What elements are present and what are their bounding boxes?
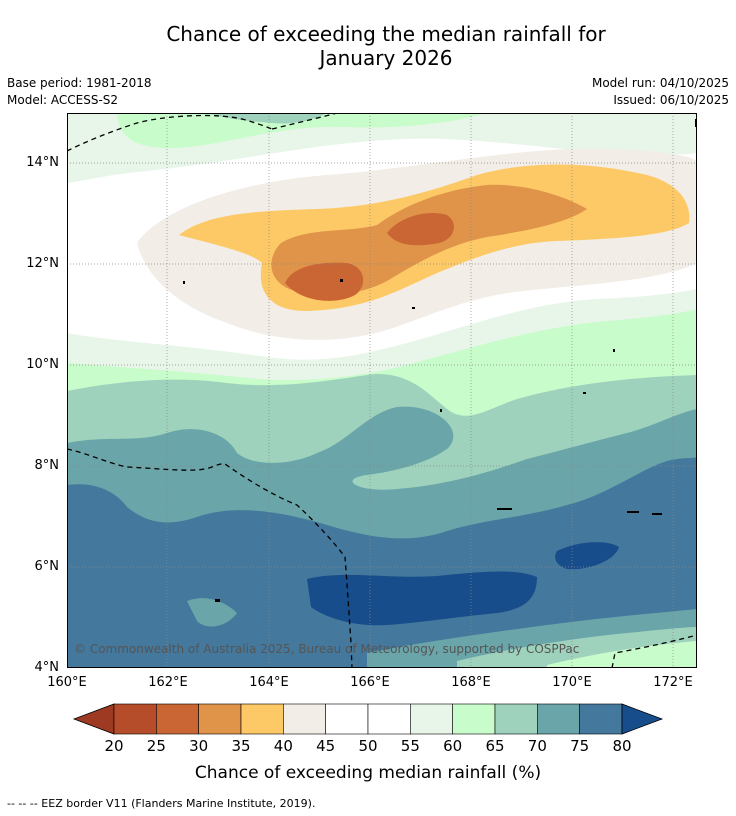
- colorbar-max-arrow: [621, 703, 664, 735]
- zone-75-80-bottom-left: [67, 625, 271, 665]
- colorbar-swatch: [452, 703, 496, 735]
- colorbar-swatch: [537, 703, 580, 735]
- graticule: [67, 113, 697, 668]
- colorbar-swatch: [240, 703, 284, 735]
- colorbar-tick-label: 80: [612, 737, 632, 755]
- colorbar-tick-label: 75: [570, 737, 590, 755]
- base-period: Base period: 1981-2018: [7, 76, 152, 90]
- colorbar-swatch: [367, 703, 411, 735]
- zone-60-65-bottom: [547, 641, 697, 668]
- lon-label-164: 164°E: [249, 675, 289, 690]
- title-line-1: Chance of exceeding the median rainfall …: [166, 22, 606, 46]
- colorbar-label: Chance of exceeding median rainfall (%): [194, 763, 542, 783]
- colorbar-tick-label: 20: [104, 737, 124, 755]
- zone-60-65-top: [117, 113, 487, 149]
- zone-25-30-a: [285, 262, 364, 301]
- colorbar-svg: [72, 703, 664, 735]
- colorbar-tick-label: 30: [189, 737, 209, 755]
- eez-note: -- -- -- EEZ border V11 (Flanders Marine…: [7, 797, 316, 810]
- lat-label-4: 4°N: [34, 660, 60, 675]
- copyright-text: © Commonwealth of Australia 2025, Bureau…: [74, 642, 579, 656]
- rainfall-map[interactable]: © Commonwealth of Australia 2025, Bureau…: [67, 113, 697, 668]
- meta-left: Base period: 1981-2018 Model: ACCESS-S2: [7, 75, 152, 109]
- lon-label-170: 170°E: [552, 675, 592, 690]
- lon-label-160: 160°E: [47, 675, 87, 690]
- lat-label-14: 14°N: [26, 155, 59, 170]
- colorbar-swatch: [325, 703, 369, 735]
- lat-label-6: 6°N: [34, 559, 60, 574]
- zone-70-75-island: [187, 598, 237, 627]
- colorbar-swatch: [410, 703, 453, 735]
- map-title: Chance of exceeding the median rainfall …: [0, 22, 736, 70]
- colorbar-min-arrow: [72, 703, 115, 735]
- eez-border: [67, 113, 697, 668]
- zone-80-plus-a: [307, 571, 537, 626]
- lon-label-162: 162°E: [148, 675, 188, 690]
- meta-right: Model run: 04/10/2025 Issued: 06/10/2025: [592, 75, 729, 109]
- colorbar-tick-label: 35: [231, 737, 251, 755]
- zone-80-plus-b: [555, 542, 619, 570]
- colorbar-swatch: [156, 703, 199, 735]
- lat-label-8: 8°N: [34, 458, 60, 473]
- colorbar-tick-label: 70: [527, 737, 547, 755]
- map-svg: © Commonwealth of Australia 2025, Bureau…: [67, 113, 697, 668]
- colorbar-tick-label: 65: [485, 737, 505, 755]
- lat-label-12: 12°N: [26, 256, 59, 271]
- colorbar-tick-label: 55: [400, 737, 420, 755]
- colorbar: [70, 703, 666, 739]
- title-line-2: January 2026: [319, 46, 453, 70]
- colorbar-tick-label: 45: [316, 737, 336, 755]
- model-run: Model run: 04/10/2025: [591, 76, 729, 90]
- zone-65-70-top: [207, 113, 327, 124]
- colorbar-swatch: [494, 703, 538, 735]
- lon-label-166: 166°E: [350, 675, 390, 690]
- colorbar-swatch: [283, 703, 326, 735]
- model-name: Model: ACCESS-S2: [7, 93, 119, 107]
- colorbar-swatch: [579, 703, 623, 735]
- colorbar-tick-label: 50: [358, 737, 378, 755]
- colorbar-swatch: [113, 703, 157, 735]
- colorbar-swatch: [198, 703, 242, 735]
- lon-label-168: 168°E: [451, 675, 491, 690]
- lat-label-10: 10°N: [26, 357, 59, 372]
- issued-date: Issued: 06/10/2025: [613, 93, 729, 107]
- lon-label-172: 172°E: [653, 675, 693, 690]
- zone-25-30-b: [387, 213, 454, 246]
- colorbar-tick-label: 60: [443, 737, 463, 755]
- colorbar-tick-label: 40: [273, 737, 293, 755]
- colorbar-tick-label: 25: [146, 737, 166, 755]
